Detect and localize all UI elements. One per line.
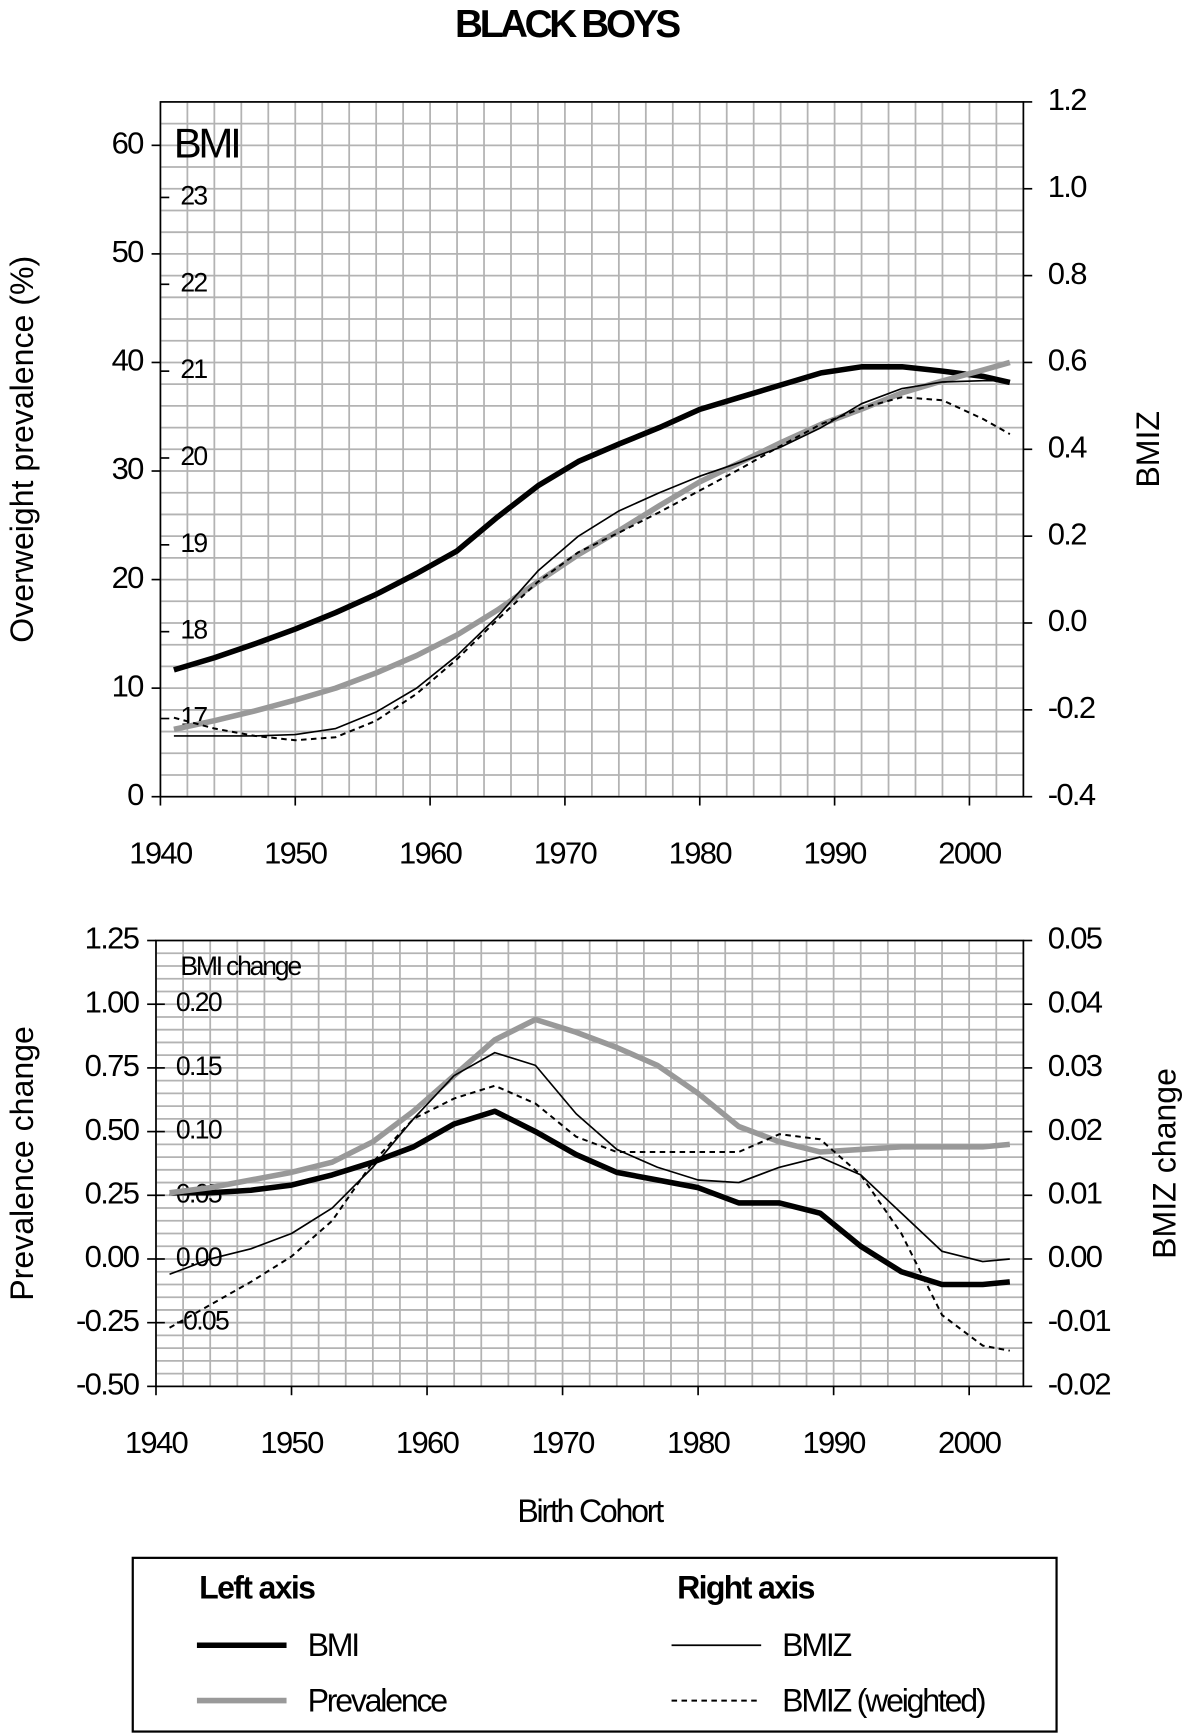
y3-tick-label: 18 <box>180 615 207 645</box>
y-tick-label: 30 <box>112 451 145 486</box>
y2-tick-label: 1.0 <box>1048 169 1088 204</box>
legend-label: BMIZ <box>782 1627 851 1663</box>
y3-axis-title: BMI <box>174 119 239 166</box>
series-line <box>173 364 1011 673</box>
y2-tick-label: -0.2 <box>1048 690 1095 725</box>
x-tick-label: 2000 <box>938 1425 1002 1460</box>
y2-tick-label: 0.4 <box>1048 429 1088 464</box>
y-tick-label: 10 <box>112 668 145 703</box>
y2-tick-label: 0.04 <box>1048 984 1103 1019</box>
y-tick-label: 20 <box>112 560 145 595</box>
y2-tick-label: 0.6 <box>1048 343 1087 378</box>
y-tick-label: 40 <box>112 343 145 378</box>
legend-label: BMI <box>308 1627 358 1663</box>
y2-tick-label: 0.03 <box>1048 1048 1102 1083</box>
y-tick-label: -0.50 <box>76 1367 140 1402</box>
y2-tick-label: 0.0 <box>1048 603 1088 638</box>
x-axis-title: Birth Cohort <box>517 1493 664 1529</box>
y3-tick-label: 0.10 <box>176 1115 222 1145</box>
plot-frame <box>155 939 1025 1388</box>
y3-tick-label: 0.15 <box>176 1051 222 1081</box>
y-tick-label: 0 <box>127 777 144 812</box>
y-tick-label: -0.25 <box>76 1303 139 1338</box>
x-tick-label: 1960 <box>396 1425 460 1460</box>
y3-tick-label: 0.20 <box>176 987 222 1017</box>
y2-tick-label: 0.01 <box>1048 1175 1102 1210</box>
y-axis-title: Prevalence change <box>4 1026 40 1301</box>
y2-tick-label: -0.4 <box>1048 777 1096 812</box>
legend-right-title: Right axis <box>677 1569 815 1605</box>
y2-tick-label: -0.01 <box>1048 1303 1111 1338</box>
legend-label: Prevalence <box>308 1682 448 1718</box>
series-line <box>173 359 1011 733</box>
legend-label: BMIZ (weighted) <box>782 1682 985 1718</box>
y3-tick-label: -0.05 <box>176 1306 229 1336</box>
y3-tick-label: 20 <box>180 441 207 471</box>
x-tick-label: 1970 <box>534 836 598 871</box>
x-tick-label: 1950 <box>260 1425 324 1460</box>
y-tick-label: 0.50 <box>85 1112 140 1147</box>
y2-tick-label: 1.2 <box>1048 82 1087 117</box>
x-tick-label: 1990 <box>802 1425 866 1460</box>
series-line <box>169 1016 1011 1196</box>
series-line <box>169 1108 1011 1288</box>
legend-left-title: Left axis <box>199 1569 315 1605</box>
y-tick-label: 60 <box>112 126 145 161</box>
y-tick-label: 0.00 <box>85 1239 140 1274</box>
x-tick-label: 2000 <box>938 836 1002 871</box>
x-tick-label: 1980 <box>667 1425 731 1460</box>
series-line <box>173 379 1010 737</box>
y3-tick-label: 19 <box>180 528 207 558</box>
series-line <box>169 1051 1010 1276</box>
y-tick-label: 1.00 <box>85 984 140 1019</box>
page-title: BLACK BOYS <box>455 3 680 46</box>
legend-box <box>131 1556 1058 1733</box>
y3-tick-label: 21 <box>180 354 207 384</box>
y3-tick-label: 22 <box>180 267 207 297</box>
y-tick-label: 0.25 <box>85 1175 139 1210</box>
x-tick-label: 1950 <box>264 836 328 871</box>
y-tick-label: 0.75 <box>85 1048 139 1083</box>
y3-tick-label: 23 <box>180 180 207 210</box>
y2-axis-title: BMIZ <box>1130 411 1166 488</box>
y2-tick-label: 0.05 <box>1048 921 1102 956</box>
x-tick-label: 1940 <box>129 836 193 871</box>
y2-tick-label: 0.02 <box>1048 1112 1102 1147</box>
x-tick-label: 1940 <box>125 1425 189 1460</box>
y-tick-label: 1.25 <box>85 921 139 956</box>
x-tick-label: 1960 <box>399 836 463 871</box>
y2-axis-title: BMIZ change <box>1147 1068 1183 1259</box>
x-tick-label: 1970 <box>531 1425 595 1460</box>
y2-tick-label: 0.8 <box>1048 256 1087 291</box>
y2-tick-label: 0.2 <box>1048 516 1087 551</box>
y-tick-label: 50 <box>112 234 145 269</box>
y2-tick-label: -0.02 <box>1048 1367 1111 1402</box>
y-axis-title: Overweight prevalence (%) <box>4 256 40 643</box>
series-line <box>173 396 1011 742</box>
y2-tick-label: 0.00 <box>1048 1239 1103 1274</box>
y3-axis-title: BMI change <box>180 951 301 981</box>
x-tick-label: 1980 <box>669 836 733 871</box>
series-line <box>169 1084 1010 1352</box>
x-tick-label: 1990 <box>803 836 867 871</box>
